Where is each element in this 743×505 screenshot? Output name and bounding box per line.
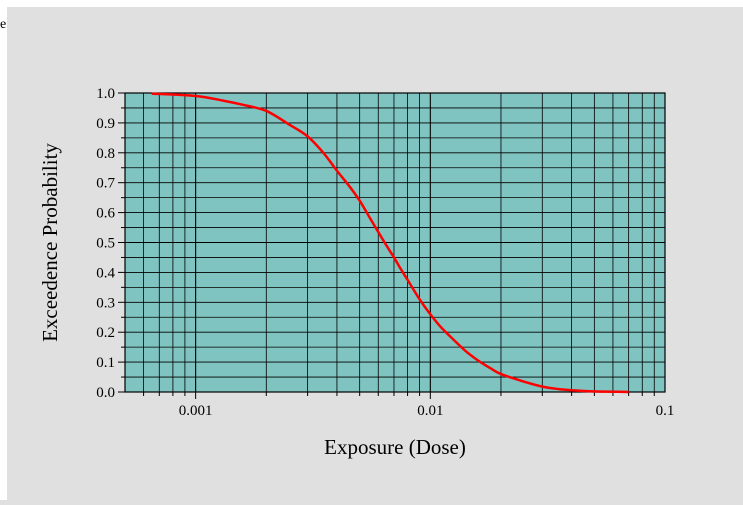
y-tick-label: 1.0 (96, 86, 115, 102)
y-tick-label: 0.8 (96, 146, 115, 162)
y-tick-label: 0.6 (96, 206, 115, 222)
x-axis-title: Exposure (Dose) (324, 435, 466, 459)
axis-ticks (118, 92, 655, 399)
y-tick-label: 0.0 (96, 385, 115, 401)
y-tick-label: 0.4 (96, 265, 115, 281)
y-tick-label: 0.3 (96, 295, 115, 311)
grid (125, 93, 665, 392)
y-tick-label: 0.7 (96, 176, 115, 192)
series-line (151, 92, 629, 394)
edge-fragment: e (0, 17, 6, 32)
tick-labels: 0.0 0.1 0.2 0.3 0.4 0.5 0.6 0.7 0.8 0.9 1.0 0.001 0.… (96, 86, 674, 419)
y-tick-label: 0.1 (96, 355, 115, 371)
y-tick-label: 0.2 (96, 325, 115, 341)
series-layer (151, 92, 629, 394)
y-tick-label: 0.5 (96, 236, 115, 252)
y-axis-title: Exceedence Probability (38, 143, 62, 342)
y-tick-label: 0.9 (96, 116, 115, 132)
x-tick-label: 0.001 (179, 403, 213, 419)
x-tick-label: 0.1 (656, 403, 675, 419)
x-tick-label: 0.01 (417, 403, 443, 419)
